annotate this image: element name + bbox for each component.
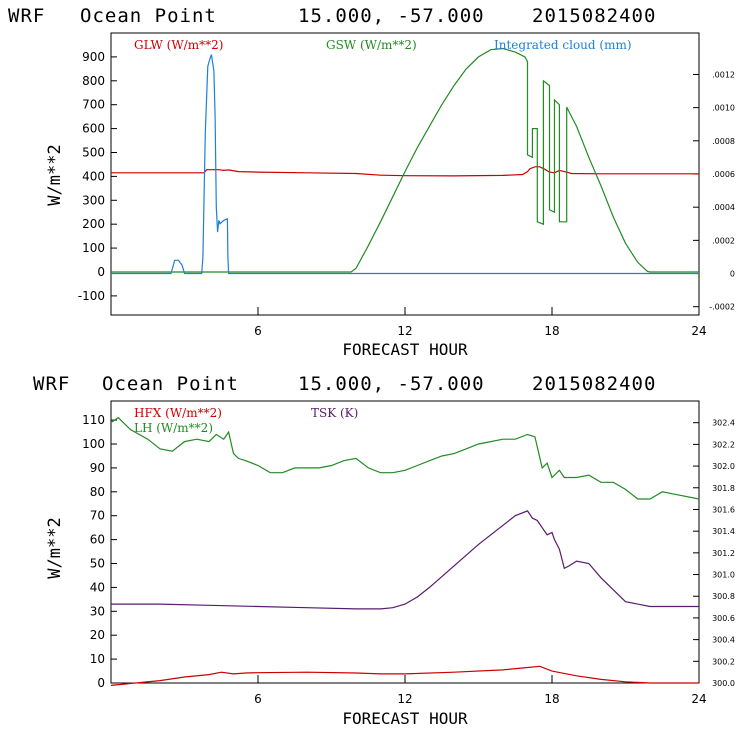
top-series: [111, 47, 699, 275]
top-legend-cloud: Integrated cloud (mm): [494, 38, 632, 52]
bottom-header-coords: 15.000, -57.000: [298, 373, 485, 395]
bottom-right-tick-label: 300.0: [712, 679, 735, 688]
bottom-y-tick-label: 110: [82, 413, 105, 427]
top-right-tick-label: -.0002: [709, 303, 735, 312]
bottom-series: [110, 416, 700, 686]
top-y-axis-label: W/m**2: [45, 144, 65, 205]
bottom-series-tsk-line: [111, 510, 699, 610]
top-series-glw-line: [111, 166, 699, 177]
top-right-tick-label: 0: [730, 270, 735, 279]
top-right-tick-label: .0012: [712, 70, 735, 79]
top-right-tick-label: .0008: [712, 137, 735, 146]
bottom-x-axis-label: FORECAST HOUR: [342, 709, 468, 728]
bottom-y-tick-label: 40: [90, 580, 105, 594]
top-y-tick-label: 500: [82, 145, 105, 159]
bottom-header-location: Ocean Point: [102, 373, 239, 395]
top-right-tick-label: .0002: [712, 236, 735, 245]
top-series-integrated-line: [111, 54, 699, 275]
bottom-y-tick-label: 10: [90, 652, 105, 666]
bottom-y-tick-label: 30: [90, 604, 105, 618]
top-series-gsw-line: [111, 47, 699, 273]
top-y-tick-label: 200: [82, 217, 105, 231]
bottom-right-tick-label: 301.4: [712, 527, 735, 536]
top-x-tick-label: 6: [254, 324, 262, 338]
bottom-right-tick-label: 302.2: [712, 440, 735, 449]
bottom-axes: 6 12 18 24 0 10 20 30 40 50 60 70 80 90 100 110 300.0 300…: [82, 413, 735, 706]
top-header-location: Ocean Point: [80, 5, 217, 27]
top-y-tick-label: 100: [82, 241, 105, 255]
top-y-tick-label: 700: [82, 98, 105, 112]
bottom-chart: WRF Ocean Point 15.000, -57.000 20150824…: [33, 373, 735, 728]
bottom-x-tick-label: 24: [691, 692, 706, 706]
top-header-date: 2015082400: [532, 5, 656, 27]
bottom-header-model: WRF: [33, 373, 70, 395]
top-y-tick-label: 0: [97, 265, 105, 279]
bottom-legend-tsk: TSK (K): [311, 406, 358, 420]
top-chart: WRF Ocean Point 15.000, -57.000 20150824…: [8, 5, 735, 359]
top-right-tick-label: .0010: [712, 104, 735, 113]
top-y-tick-label: 600: [82, 122, 105, 136]
bottom-y-tick-label: 20: [90, 628, 105, 642]
bottom-series-hfx-line: [110, 665, 699, 686]
bottom-y-tick-label: 60: [90, 533, 105, 547]
bottom-right-tick-label: 301.2: [712, 549, 735, 558]
bottom-y-tick-label: 100: [82, 437, 105, 451]
bottom-x-tick-label: 6: [254, 692, 262, 706]
top-x-tick-label: 24: [691, 324, 706, 338]
bottom-legend-lh: LH (W/m**2): [134, 421, 213, 435]
bottom-legend-hfx: HFX (W/m**2): [134, 406, 222, 420]
bottom-y-tick-label: 90: [90, 461, 105, 475]
bottom-right-tick-label: 301.8: [712, 484, 735, 493]
top-header-model: WRF: [8, 5, 45, 27]
top-x-tick-label: 12: [397, 324, 412, 338]
bottom-y-tick-label: 0: [97, 676, 105, 690]
bottom-y-axis-label: W/m**2: [45, 517, 65, 578]
top-legend-glw: GLW (W/m**2): [134, 38, 223, 52]
top-axes: 6 12 18 24 -100 0 100 200 300 400 500 600 700 800 900 -…: [78, 50, 735, 338]
bottom-y-tick-label: 80: [90, 485, 105, 499]
bottom-plot-frame: [110, 400, 700, 684]
bottom-right-tick-label: 302.4: [712, 419, 735, 428]
bottom-right-tick-label: 302.0: [712, 462, 735, 471]
top-legend-gsw: GSW (W/m**2): [326, 38, 417, 52]
top-right-tick-label: .0006: [712, 170, 735, 179]
top-right-tick-label: .0004: [712, 203, 735, 212]
bottom-right-tick-label: 300.4: [712, 636, 735, 645]
bottom-right-tick-label: 300.8: [712, 592, 735, 601]
bottom-right-tick-label: 301.6: [712, 505, 735, 514]
top-y-tick-label: 800: [82, 74, 105, 88]
bottom-right-tick-label: 300.2: [712, 657, 735, 666]
top-x-axis-label: FORECAST HOUR: [342, 340, 468, 359]
bottom-right-tick-label: 300.6: [712, 614, 735, 623]
top-x-tick-label: 18: [544, 324, 559, 338]
top-y-tick-label: -100: [78, 289, 105, 303]
bottom-x-tick-label: 18: [544, 692, 559, 706]
bottom-right-tick-label: 301.0: [712, 571, 735, 580]
top-header-coords: 15.000, -57.000: [298, 5, 485, 27]
bottom-series-lh-line: [110, 416, 700, 500]
top-y-tick-label: 900: [82, 50, 105, 64]
top-y-tick-label: 400: [82, 169, 105, 183]
bottom-header-date: 2015082400: [532, 373, 656, 395]
bottom-y-tick-label: 50: [90, 557, 105, 571]
bottom-x-tick-label: 12: [397, 692, 412, 706]
top-y-tick-label: 300: [82, 193, 105, 207]
bottom-y-tick-label: 70: [90, 509, 105, 523]
